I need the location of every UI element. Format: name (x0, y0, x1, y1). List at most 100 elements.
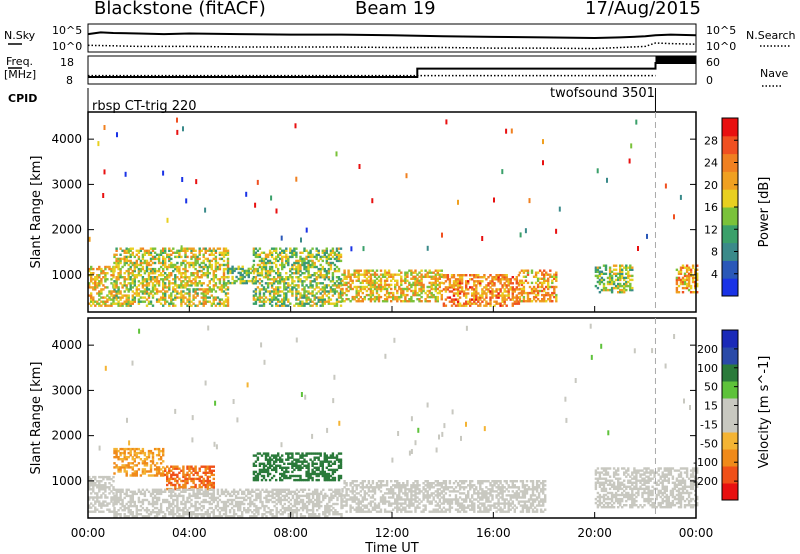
scatter-cell (275, 304, 278, 307)
scatter-cell (311, 253, 314, 256)
scatter-cell (602, 278, 606, 282)
scatter-cell (115, 494, 118, 498)
scatter-cell (259, 490, 262, 493)
scatter-cell (416, 279, 419, 282)
scatter-cell (315, 292, 318, 295)
scatter-cell (241, 277, 244, 281)
scatter-cell (200, 274, 203, 277)
scatter-cell (322, 513, 325, 516)
scatter-cell (316, 490, 319, 493)
scatter-cell (147, 500, 151, 504)
scatter-cell (317, 458, 320, 461)
scatter-cell (295, 513, 299, 516)
scatter-cell (212, 513, 215, 516)
scatter-cell (174, 304, 177, 307)
scatter-cell (612, 282, 616, 286)
isolated-echo (555, 228, 558, 234)
scatter-cell (331, 255, 335, 259)
scatter-cell (258, 272, 262, 275)
scatter-cell (319, 274, 322, 277)
scatter-cell (147, 474, 151, 477)
scatter-cell (198, 467, 201, 470)
scatter-cell (149, 466, 153, 469)
scatter-cell (208, 290, 211, 293)
scatter-cell (166, 465, 169, 468)
scatter-cell (266, 452, 270, 455)
scatter-cell (127, 300, 130, 303)
scatter-cell (117, 286, 120, 289)
scatter-cell (113, 280, 116, 283)
scatter-cell (153, 500, 157, 504)
scatter-cell (176, 473, 179, 477)
scatter-cell (252, 294, 256, 297)
scatter-cell (273, 488, 276, 491)
scatter-cell (345, 504, 348, 507)
scatter-cell (444, 276, 448, 279)
scatter-cell (475, 288, 478, 291)
scatter-cell (214, 249, 218, 252)
scatter-cell (88, 506, 91, 509)
scatter-cell (253, 513, 256, 516)
scatter-cell (538, 281, 542, 285)
scatter-cell (598, 266, 602, 269)
scatter-cell (90, 280, 93, 283)
scatter-cell (339, 292, 343, 295)
scatter-cell (442, 302, 446, 305)
scatter-cell (113, 498, 116, 502)
scatter-cell (505, 278, 508, 281)
scatter-cell (549, 293, 552, 297)
scatter-cell (323, 274, 326, 277)
scatter-cell (149, 253, 153, 256)
isolated-echo (596, 168, 599, 174)
scatter-cell (311, 300, 314, 303)
scatter-cell (239, 267, 242, 271)
scatter-cell (147, 513, 151, 516)
scatter-cell (180, 284, 183, 287)
scatter-cell (283, 472, 286, 476)
scatter-cell (691, 276, 695, 280)
scatter-cell (267, 492, 270, 496)
scatter-cell (229, 267, 232, 271)
scatter-cell (489, 290, 492, 293)
isolated-echo (176, 117, 178, 123)
scatter-cell (226, 257, 230, 261)
scatter-cell (129, 265, 132, 269)
scatter-cell (329, 456, 333, 459)
scatter-cell (430, 277, 433, 280)
scatter-cell (369, 277, 373, 280)
scatter-cell (186, 513, 189, 516)
scatter-cell (270, 300, 274, 303)
scatter-cell (180, 300, 183, 303)
scatter-cell (268, 462, 272, 465)
scatter-cell (135, 506, 138, 510)
scatter-cell (351, 287, 354, 291)
scatter-cell (299, 294, 302, 297)
scatter-cell (341, 283, 344, 287)
scatter-cell (432, 281, 435, 285)
scatter-cell (98, 294, 101, 297)
scatter-cell (226, 263, 230, 267)
station-title: Blackstone (fitACF) (94, 0, 266, 19)
scatter-cell (338, 513, 341, 516)
y-tick-label: 1000 (51, 268, 82, 282)
scatter-cell (172, 278, 175, 281)
scatter-cell (497, 280, 500, 283)
scatter-cell (92, 286, 95, 289)
scatter-cell (204, 494, 207, 498)
scatter-cell (192, 485, 195, 489)
scatter-cell (98, 265, 101, 269)
scatter-cell (293, 478, 296, 482)
scatter-cell (220, 302, 224, 305)
scatter-cell (475, 276, 478, 279)
isolated-echo (350, 246, 353, 252)
scatter-cell (256, 478, 260, 482)
scatter-cell (222, 263, 226, 267)
scatter-cell (186, 304, 189, 307)
scatter-cell (289, 276, 292, 279)
scatter-cell (157, 290, 161, 293)
scatter-cell (515, 302, 518, 305)
scatter-cell (168, 494, 171, 498)
scatter-cell (155, 300, 159, 303)
scatter-cell (291, 272, 294, 275)
scatter-cell (147, 274, 151, 277)
